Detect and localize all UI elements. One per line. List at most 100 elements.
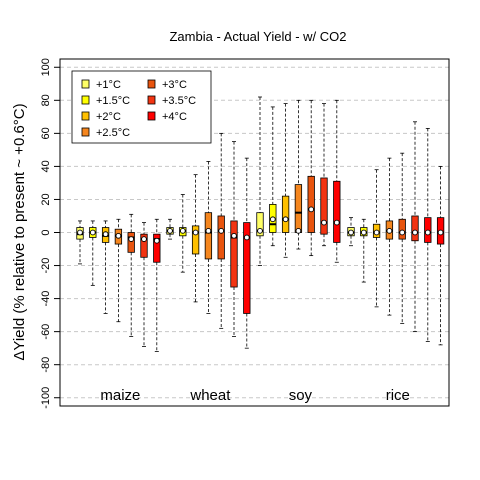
box-maize-2 xyxy=(89,220,97,286)
box-soy-1 xyxy=(256,96,264,266)
box-soy-3 xyxy=(281,103,290,258)
y-axis-ticks: -100 -80 -60 -40 -20 0 20 40 60 80 100 xyxy=(40,58,60,409)
mean-marker xyxy=(128,236,135,242)
box-body xyxy=(307,175,315,233)
legend-item: +3°C xyxy=(147,79,187,91)
box-body xyxy=(411,215,419,242)
legend-swatch xyxy=(147,95,156,105)
box-body xyxy=(243,222,251,314)
mean-marker xyxy=(102,231,109,238)
box-body xyxy=(204,212,213,260)
mean-marker xyxy=(437,229,444,236)
legend-swatch xyxy=(81,127,90,137)
mean-marker xyxy=(257,227,263,234)
box-wheat-3 xyxy=(191,174,200,303)
box-body xyxy=(281,195,290,233)
box-wheat-1 xyxy=(166,218,174,240)
box-maize-3 xyxy=(101,220,110,314)
box-maize-4 xyxy=(114,218,123,323)
crop-label-maize: maize xyxy=(100,387,140,404)
chart-title: Zambia - Actual Yield - w/ CO2 xyxy=(169,29,346,44)
box-body xyxy=(320,177,328,235)
box-soy-2 xyxy=(269,106,277,247)
mean-marker xyxy=(348,229,354,236)
legend-label: +3°C xyxy=(162,79,187,91)
box-rice-1 xyxy=(347,217,355,247)
box-body xyxy=(398,218,406,240)
legend-label: +4°C xyxy=(162,111,187,123)
mean-marker xyxy=(179,227,186,234)
box-wheat-5 xyxy=(217,132,225,329)
legend-item: +1°C xyxy=(81,79,121,91)
mean-marker xyxy=(231,232,237,239)
legend-label: +1°C xyxy=(96,79,121,91)
legend-label: +3.5°C xyxy=(162,95,196,107)
mean-marker xyxy=(89,229,96,236)
legend-item: +1.5°C xyxy=(81,95,130,107)
mean-marker xyxy=(360,229,367,236)
legend-swatch xyxy=(81,95,90,105)
legend-swatch xyxy=(81,111,90,121)
mean-marker xyxy=(153,237,160,244)
y-tick-label: -20 xyxy=(40,258,52,274)
legend-label: +2°C xyxy=(96,111,121,123)
y-tick-label: 0 xyxy=(40,229,52,235)
plot-frame xyxy=(59,58,450,407)
box-maize-5 xyxy=(127,213,135,338)
legend-item: +3.5°C xyxy=(147,95,196,107)
box-rice-8 xyxy=(436,166,445,346)
crop-labels: maize wheat soy rice xyxy=(100,387,409,404)
legend-label: +2.5°C xyxy=(96,127,130,139)
box-wheat-6 xyxy=(230,141,238,338)
mean-marker xyxy=(243,234,250,241)
crop-label-soy: soy xyxy=(289,387,313,404)
box-body xyxy=(256,212,264,237)
box-rice-6 xyxy=(411,121,419,333)
legend-frame xyxy=(71,70,212,144)
box-maize-6 xyxy=(140,222,148,347)
box-body xyxy=(294,184,303,233)
legend-swatch xyxy=(81,79,90,89)
box-body xyxy=(127,232,135,253)
box-series xyxy=(76,96,445,352)
mean-marker xyxy=(205,227,212,234)
mean-marker xyxy=(192,229,199,236)
y-tick-label: 40 xyxy=(40,160,52,172)
mean-marker xyxy=(115,232,122,239)
crop-label-wheat: wheat xyxy=(189,387,231,404)
y-tick-label: 20 xyxy=(40,193,52,205)
crop-label-rice: rice xyxy=(386,387,410,404)
y-tick-label: -80 xyxy=(40,357,52,373)
box-rice-7 xyxy=(424,127,432,342)
box-rice-3 xyxy=(372,169,381,308)
y-tick-label: 60 xyxy=(40,127,52,139)
box-soy-6 xyxy=(320,103,328,247)
mean-marker xyxy=(321,219,327,226)
legend-item: +2°C xyxy=(81,111,121,123)
box-body xyxy=(191,225,200,255)
box-body xyxy=(153,233,161,263)
box-soy-5 xyxy=(307,99,315,257)
legend-item: +4°C xyxy=(147,111,187,123)
box-body xyxy=(333,180,341,243)
box-rice-2 xyxy=(360,218,368,283)
legend-item: +2.5°C xyxy=(81,127,130,139)
box-soy-7 xyxy=(333,99,341,263)
box-body xyxy=(217,215,225,260)
mean-marker xyxy=(308,206,315,213)
mean-marker xyxy=(399,229,406,236)
legend-swatch xyxy=(147,79,156,89)
legend-label: +1.5°C xyxy=(96,95,130,107)
box-rice-5 xyxy=(398,152,406,324)
box-maize-1 xyxy=(76,220,84,265)
y-tick-label: -40 xyxy=(40,291,52,307)
mean-marker xyxy=(269,216,276,223)
mean-marker xyxy=(167,227,173,234)
box-rice-4 xyxy=(385,157,394,316)
mean-marker xyxy=(333,219,340,226)
mean-marker xyxy=(424,229,431,236)
box-wheat-7 xyxy=(243,157,251,349)
y-tick-label: 100 xyxy=(40,58,52,76)
box-wheat-4 xyxy=(204,161,213,314)
